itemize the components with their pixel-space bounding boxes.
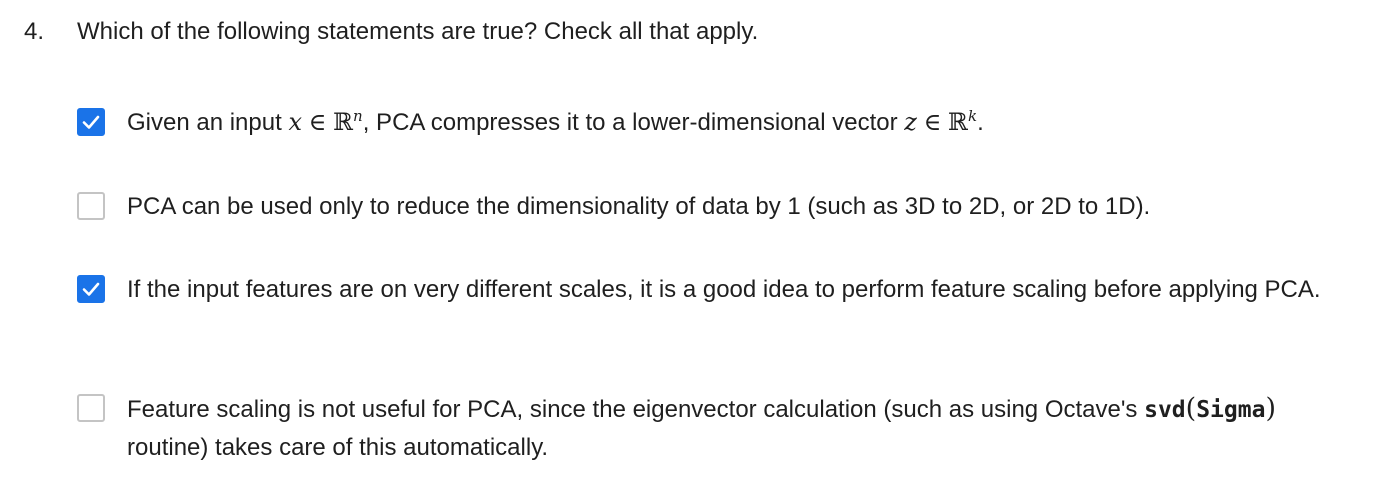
option-4[interactable]: Feature scaling is not useful for PCA, s… [77, 390, 1367, 466]
element-of-symbol: ∈ [923, 108, 942, 136]
checkmark-icon [82, 282, 100, 296]
option-2[interactable]: PCA can be used only to reduce the dimen… [77, 188, 1367, 225]
question-number: 4. [24, 18, 45, 45]
option-3[interactable]: If the input features are on very differ… [77, 271, 1367, 308]
question-prompt: Which of the following statements are tr… [77, 18, 759, 45]
real-numbers-symbol: ℝ [948, 108, 968, 136]
option-4-text: Feature scaling is not useful for PCA, s… [127, 390, 1357, 466]
code-svd: svd [1144, 397, 1186, 423]
option-1-middle: , PCA compresses it to a lower-dimension… [362, 109, 905, 136]
option-2-text: PCA can be used only to reduce the dimen… [127, 193, 1151, 220]
element-of-symbol: ∈ [308, 108, 327, 136]
option-4-prefix: Feature scaling is not useful for PCA, s… [127, 396, 1145, 423]
option-1[interactable]: Given an input x ∈ ℝn, PCA compresses it… [77, 104, 1367, 141]
option-3-text: If the input features are on very differ… [127, 276, 1321, 303]
code-sigma: Sigma [1196, 397, 1266, 423]
paren-open: ( [1185, 393, 1197, 424]
math-var-x: x [288, 108, 302, 136]
option-1-checkbox[interactable] [77, 108, 105, 136]
paren-close: ) [1265, 393, 1276, 424]
option-4-checkbox[interactable] [77, 394, 105, 422]
option-4-suffix: routine) takes care of this automaticall… [127, 434, 549, 461]
option-1-text: Given an input x ∈ ℝn, PCA compresses it… [127, 104, 1357, 141]
real-numbers-symbol: ℝ [333, 108, 354, 136]
math-var-z: z [904, 108, 917, 136]
checkmark-icon [82, 115, 100, 129]
exponent-n: n [353, 107, 363, 125]
option-1-suffix: . [977, 109, 984, 136]
option-3-checkbox[interactable] [77, 275, 105, 303]
exponent-k: k [967, 107, 978, 125]
option-1-prefix: Given an input [127, 109, 289, 136]
option-2-checkbox[interactable] [77, 192, 105, 220]
